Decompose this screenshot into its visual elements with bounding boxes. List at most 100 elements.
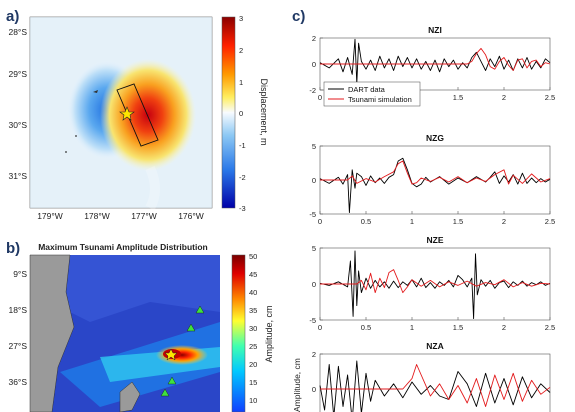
colorbar-tick: 30 xyxy=(249,324,257,333)
series-line-dart-data xyxy=(319,250,551,320)
panel-b-label: b) xyxy=(6,240,21,257)
subplot-title: NZE xyxy=(427,235,444,245)
map-a-lon-ticks: 179°W 178°W 177°W 176°W xyxy=(37,211,204,221)
colorbar-tick: 25 xyxy=(249,342,257,351)
x-tick-label: 2.5 xyxy=(545,93,555,102)
lon-tick: 179°W xyxy=(37,211,63,221)
colorbar-b-ticks: 50 45 40 35 30 25 20 15 10 xyxy=(249,252,257,405)
series-line-tsunami-simulation xyxy=(320,364,551,407)
dart-station-icon xyxy=(186,323,196,332)
x-tick-label: 0 xyxy=(318,323,322,332)
subplot-title: NZA xyxy=(426,341,443,351)
x-tick-label: 0 xyxy=(318,93,322,102)
x-tick-label: 2.5 xyxy=(545,323,555,332)
lat-tick: 27°S xyxy=(8,341,27,351)
epicenter-star-icon xyxy=(119,106,135,121)
colorbar-tick: 2 xyxy=(239,46,243,55)
series-line-dart-data xyxy=(319,38,551,84)
y-tick-label: 0 xyxy=(312,60,316,69)
colorbar-tick: 15 xyxy=(249,378,257,387)
x-tick-label: 2 xyxy=(502,323,506,332)
amplitude-map: Maximum Tsunami Amplitude Distribution 9… xyxy=(8,242,274,412)
lon-tick: 178°W xyxy=(84,211,110,221)
panel-c-label: c) xyxy=(292,8,306,25)
subplot-title: NZI xyxy=(428,25,442,35)
colorbar-tick: 50 xyxy=(249,252,257,261)
dart-station-icon xyxy=(195,305,205,314)
lon-tick: 177°W xyxy=(131,211,157,221)
colorbar-tick: -2 xyxy=(239,173,246,182)
dart-station-icon xyxy=(167,376,177,385)
colorbar-tick: 45 xyxy=(249,270,257,279)
x-tick-label: 0.5 xyxy=(361,323,371,332)
y-tick-label: -5 xyxy=(309,210,316,219)
series-line-tsunami-simulation xyxy=(320,47,551,71)
series-line-tsunami-simulation xyxy=(320,160,551,185)
lat-tick: 36°S xyxy=(8,377,27,387)
australia-landmass xyxy=(29,254,75,412)
y-tick-label: 0 xyxy=(312,280,316,289)
y-tick-label: 2 xyxy=(312,34,316,43)
legend-box xyxy=(323,81,421,107)
y-axis-label-fragment: Amplitude, cm xyxy=(292,358,302,412)
lat-tick: 30°S xyxy=(8,120,27,130)
colorbar-tick: -1 xyxy=(239,141,246,150)
y-tick-label: -5 xyxy=(309,316,316,325)
y-tick-label: 2 xyxy=(312,350,316,359)
new-zealand-landmass xyxy=(119,381,141,412)
displacement-colorbar xyxy=(221,16,236,209)
time-series-panel: Amplitude, cm NZI20-200.511.522.5NZG50-5… xyxy=(292,25,555,412)
subplot-title: NZG xyxy=(426,133,444,143)
x-tick-label: 2 xyxy=(502,217,506,226)
colorbar-tick: 3 xyxy=(239,14,243,23)
series-line-dart-data xyxy=(319,157,551,214)
colorbar-tick: 10 xyxy=(249,396,257,405)
x-tick-label: 1.5 xyxy=(453,217,463,226)
subplot-frame xyxy=(319,145,551,215)
series-line-dart-data xyxy=(319,360,551,412)
y-tick-label: 5 xyxy=(312,142,316,151)
epicenter-star-icon xyxy=(164,348,178,361)
panel-b-title: Maximum Tsunami Amplitude Distribution xyxy=(38,242,208,252)
lon-tick: 176°W xyxy=(178,211,204,221)
x-tick-label: 1 xyxy=(410,323,414,332)
displacement-map: 28°S 29°S 30°S 31°S 179°W 178°W 177°W 17… xyxy=(8,14,269,221)
x-tick-label: 1.5 xyxy=(453,323,463,332)
colorbar-tick: 35 xyxy=(249,306,257,315)
y-tick-label: 5 xyxy=(312,244,316,253)
y-tick-label: 0 xyxy=(312,385,316,394)
x-tick-label: 1 xyxy=(410,217,414,226)
subplot-frame xyxy=(319,353,551,412)
x-tick-label: 0 xyxy=(318,217,322,226)
colorbar-a-ticks: 3 2 1 0 -1 -2 -3 xyxy=(239,14,246,213)
x-tick-label: 2 xyxy=(502,93,506,102)
legend: DART data Tsunami simulation xyxy=(323,81,421,107)
colorbar-tick: 20 xyxy=(249,360,257,369)
lat-tick: 29°S xyxy=(8,69,27,79)
lat-tick: 28°S xyxy=(8,27,27,37)
lat-tick: 9°S xyxy=(13,269,27,279)
legend-entry-data: DART data xyxy=(348,85,386,94)
colorbar-tick: 1 xyxy=(239,78,243,87)
x-tick-label: 1.5 xyxy=(453,93,463,102)
map-b-lat-ticks: 9°S 18°S 27°S 36°S xyxy=(8,269,27,387)
colorbar-b-label: Amplitude, cm xyxy=(264,305,274,362)
island-marker-icon xyxy=(93,90,98,93)
series-line-tsunami-simulation xyxy=(320,269,551,294)
fault-plane-outline xyxy=(116,83,159,147)
y-tick-label: -2 xyxy=(309,86,316,95)
map-a-lat-ticks: 28°S 29°S 30°S 31°S xyxy=(8,27,27,181)
x-tick-label: 0.5 xyxy=(361,217,371,226)
colorbar-tick: 40 xyxy=(249,288,257,297)
x-tick-label: 2.5 xyxy=(545,217,555,226)
colorbar-tick: 0 xyxy=(239,109,243,118)
dart-station-icon xyxy=(160,388,170,397)
panel-a-label: a) xyxy=(6,8,20,25)
positive-displacement-lobe xyxy=(100,59,196,171)
colorbar-tick: -3 xyxy=(239,204,246,213)
y-tick-label: 0 xyxy=(312,176,316,185)
colorbar-a-label: Displacement, m xyxy=(259,78,269,145)
lat-tick: 18°S xyxy=(8,305,27,315)
amplitude-colorbar xyxy=(231,254,246,412)
lat-tick: 31°S xyxy=(8,171,27,181)
